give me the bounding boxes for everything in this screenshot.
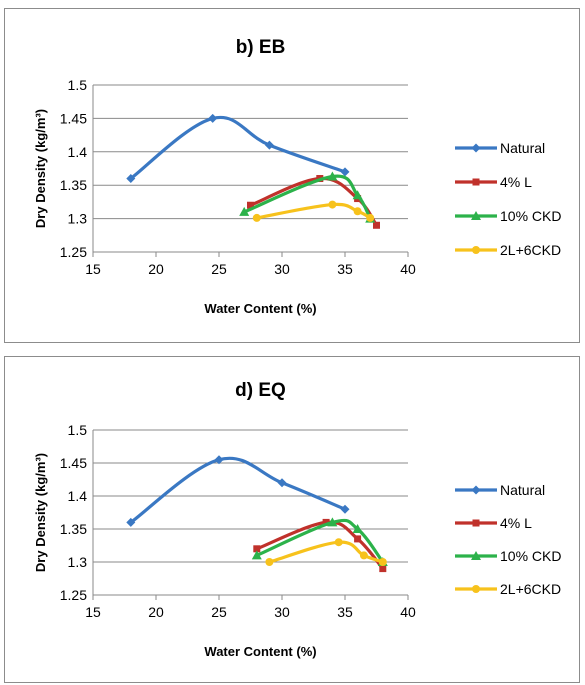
data-point-4-l (379, 565, 387, 573)
legend-item-2l-6ckd: 2L+6CKD (455, 242, 561, 258)
data-point-natural (126, 174, 136, 184)
data-point-10-ckd (239, 206, 250, 216)
data-point-natural (208, 113, 218, 123)
legend-item-4-l: 4% L (455, 174, 532, 190)
series-2l-6ckd (252, 200, 375, 222)
data-point-2l-6ckd (366, 213, 375, 222)
y-tick-label: 1.4 (68, 144, 88, 160)
data-point-10-ckd (352, 524, 363, 533)
chart-panel-eq: d) EQ 1.25 1.3 1.35 1.4 1.45 1.5 15 20 25 30 35 40 Wa… (4, 356, 580, 683)
legend-label: 4% L (500, 515, 532, 531)
legend-item-10-ckd: 10% CKD (455, 548, 561, 564)
data-point-2l-6ckd (328, 200, 337, 209)
x-tick-label: 15 (85, 604, 101, 620)
legend-item-2l-6ckd: 2L+6CKD (455, 581, 561, 597)
data-point-10-ckd (352, 190, 363, 200)
x-tick-label: 40 (400, 261, 416, 277)
data-point-2l-6ckd (378, 558, 387, 566)
series-line-2l-6ckd (267, 540, 385, 564)
y-axis-label: Dry Density (kg/m³) (33, 453, 48, 572)
legend-marker (472, 585, 480, 593)
data-point-4-l (322, 518, 330, 526)
legend-marker (471, 143, 481, 153)
y-tick-label: 1.5 (68, 422, 88, 438)
series-line-10-ckd (255, 518, 385, 564)
chart-eb: b) EB 1.25 1.3 1.35 1.4 1.45 1.5 15 20 25 30 35 40 Wa… (33, 37, 561, 316)
series-line-2l-6ckd (255, 202, 372, 220)
legend-label: Natural (500, 140, 545, 156)
series-4-l (253, 518, 387, 573)
x-tick-label: 35 (337, 604, 353, 620)
y-tick-label: 1.25 (60, 244, 87, 260)
series-10-ckd (239, 171, 376, 223)
data-point-2l-6ckd (252, 213, 261, 222)
legend-marker (471, 485, 481, 495)
data-point-natural (277, 478, 287, 488)
y-tick-label: 1.3 (68, 554, 88, 570)
data-point-10-ckd (251, 550, 262, 560)
legend-marker (472, 519, 480, 527)
y-axis-label: Dry Density (kg/m³) (33, 109, 48, 228)
series-line-4-l (255, 520, 385, 571)
data-point-2l-6ckd (334, 538, 343, 547)
series-line-natural (129, 456, 347, 524)
legend-marker (472, 178, 480, 186)
x-tick-label: 25 (211, 261, 227, 277)
data-point-10-ckd (327, 171, 338, 181)
chart-eq: d) EQ 1.25 1.3 1.35 1.4 1.45 1.5 15 20 25 30 35 40 Wa… (33, 380, 561, 659)
x-axis-label: Water Content (%) (204, 301, 316, 316)
y-tick-label: 1.45 (60, 455, 87, 471)
data-point-2l-6ckd (265, 558, 274, 566)
data-point-natural (264, 140, 274, 150)
legend-item-4-l: 4% L (455, 515, 532, 531)
x-tick-label: 40 (400, 604, 416, 620)
series-natural (126, 455, 350, 527)
chart-title: d) EQ (235, 380, 286, 401)
legend-label: 10% CKD (500, 548, 561, 564)
data-point-2l-6ckd (353, 207, 362, 216)
y-tick-label: 1.35 (60, 521, 87, 537)
data-point-natural (126, 517, 136, 527)
legend-marker (471, 211, 481, 220)
data-point-2l-6ckd (359, 551, 368, 560)
x-tick-label: 30 (274, 261, 290, 277)
chart-panel-eb: b) EB 1.25 1.3 1.35 1.4 1.45 1.5 15 20 25 30 35 40 Wa… (4, 8, 580, 343)
y-tick-label: 1.35 (60, 177, 87, 193)
legend-item-natural: Natural (455, 140, 545, 156)
x-axis-label: Water Content (%) (204, 644, 316, 659)
data-point-4-l (354, 535, 362, 543)
x-tick-label: 15 (85, 261, 101, 277)
legend-label: 4% L (500, 174, 532, 190)
series-natural (126, 113, 350, 184)
data-point-natural (340, 504, 350, 514)
data-point-4-l (253, 545, 261, 553)
y-tick-label: 1.3 (68, 211, 88, 227)
legend-marker (472, 246, 480, 254)
data-point-natural (340, 167, 350, 177)
legend-marker (471, 551, 481, 560)
legend-label: 2L+6CKD (500, 581, 561, 597)
chart-title: b) EB (236, 37, 286, 58)
legend-item-10-ckd: 10% CKD (455, 208, 561, 224)
data-point-4-l (373, 221, 380, 229)
x-tick-label: 20 (148, 604, 164, 620)
y-tick-label: 1.5 (68, 77, 88, 93)
x-tick-label: 30 (274, 604, 290, 620)
legend-label: Natural (500, 482, 545, 498)
y-tick-label: 1.45 (60, 110, 87, 126)
series-2l-6ckd (265, 538, 387, 566)
data-point-4-l (247, 201, 254, 209)
x-tick-label: 35 (337, 261, 353, 277)
legend-label: 10% CKD (500, 208, 561, 224)
x-tick-label: 20 (148, 261, 164, 277)
legend-item-natural: Natural (455, 482, 545, 498)
legend-label: 2L+6CKD (500, 242, 561, 258)
data-point-10-ckd (327, 517, 338, 527)
y-tick-label: 1.4 (68, 488, 88, 504)
series-line-10-ckd (242, 174, 372, 221)
series-line-natural (129, 115, 347, 181)
data-point-natural (214, 455, 224, 465)
y-tick-label: 1.25 (60, 587, 87, 603)
x-tick-label: 25 (211, 604, 227, 620)
